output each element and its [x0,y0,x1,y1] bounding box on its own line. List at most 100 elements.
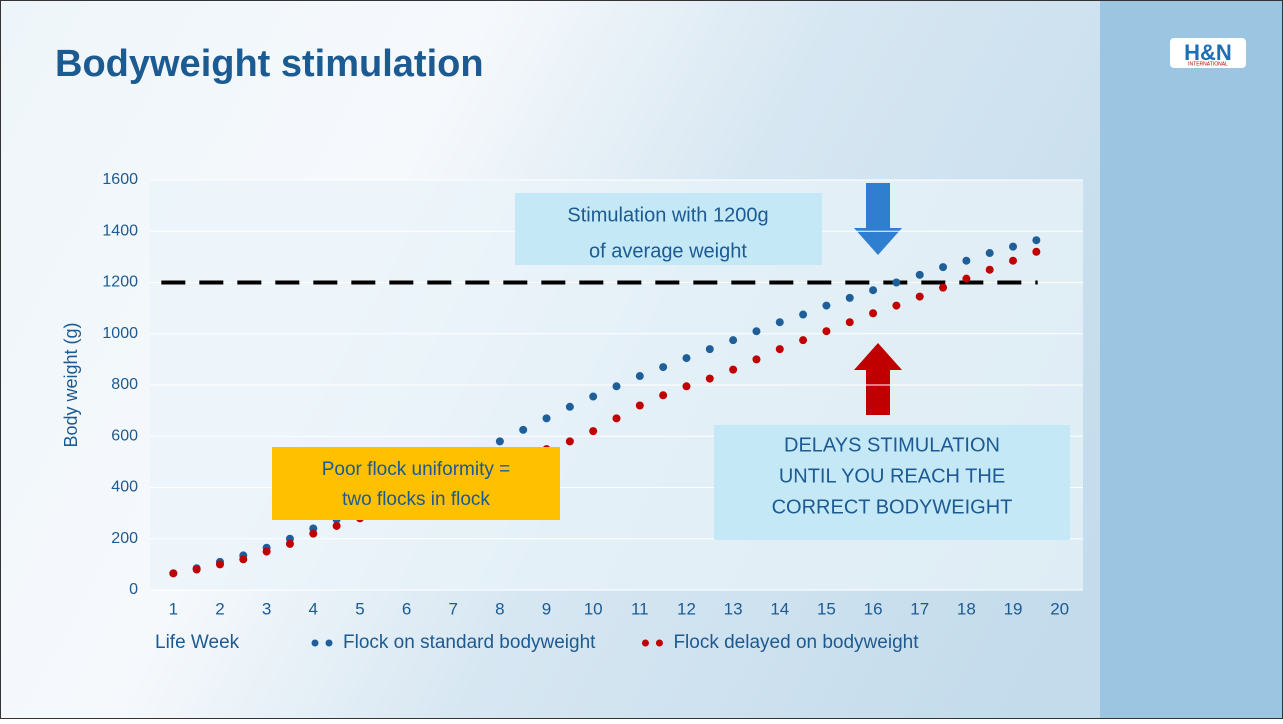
data-point [775,345,784,354]
annotation-box [272,447,560,520]
annotation-box [515,193,822,265]
data-point [1009,242,1018,251]
annotation-text: Stimulation with 1200g [567,204,768,226]
data-point [752,327,761,336]
logo: H&N [1184,40,1232,65]
x-tick-label: 12 [677,599,696,618]
data-point [822,327,831,336]
title: Bodyweight stimulation [55,43,484,85]
x-tick-label: 5 [355,599,364,618]
data-point [705,345,714,354]
y-tick-label: 0 [129,581,138,598]
x-tick-label: 13 [724,599,743,618]
x-tick-label: 11 [631,599,649,618]
data-point [985,249,994,258]
data-point [962,274,971,283]
data-point [752,355,761,364]
data-point [495,437,504,446]
annotation-text: two flocks in flock [342,489,490,510]
data-point [332,521,341,530]
data-point [962,256,971,265]
data-point [915,270,924,279]
data-point [892,278,901,287]
x-tick-label: 2 [215,599,224,618]
data-point [775,318,784,327]
data-point [565,402,574,411]
data-point [985,265,994,274]
data-point [915,292,924,301]
data-point [309,529,318,538]
legend-label: Flock delayed on bodyweight [673,632,919,653]
data-point [682,382,691,391]
data-point [1032,236,1041,245]
data-point [635,372,644,381]
y-tick-label: 600 [111,427,138,444]
legend-label: Flock on standard bodyweight [343,632,596,653]
logo-box [1170,38,1246,68]
side-panel [1100,0,1283,719]
data-point [892,301,901,310]
y-tick-label: 1200 [102,274,138,291]
y-tick-label: 800 [111,376,138,393]
data-point [589,392,598,401]
data-point [285,539,294,548]
y-tick-label: 1600 [102,171,138,188]
x-tick-label: 20 [1050,599,1069,618]
data-point [565,437,574,446]
data-point [612,414,621,423]
x-tick-label: 9 [542,599,551,618]
x-tick-label: 15 [817,599,836,618]
data-point [845,318,854,327]
data-point [729,336,738,345]
legend-marker [325,639,333,647]
arrow-up [854,343,902,415]
data-point [659,363,668,372]
x-tick-label: 6 [402,599,411,618]
legend-marker [641,639,649,647]
x-tick-label: 1 [169,599,178,618]
x-tick-label: 19 [1004,599,1023,618]
data-point [1009,256,1018,265]
data-point [799,310,808,319]
annotation-text: Poor flock uniformity = [322,459,511,480]
x-tick-label: 8 [495,599,504,618]
data-point [589,427,598,436]
data-point [682,354,691,363]
data-point [262,547,271,556]
data-point [192,565,201,574]
data-point [239,555,248,564]
y-tick-label: 1000 [102,325,138,342]
x-tick-label: 14 [770,599,789,618]
x-tick-label: 7 [448,599,457,618]
data-point [215,560,224,569]
data-point [1032,247,1041,256]
legend-marker [311,639,319,647]
x-tick-label: 18 [957,599,976,618]
x-tick-label: 16 [864,599,883,618]
data-point [635,401,644,410]
data-point [542,414,551,423]
data-point [799,336,808,345]
data-point [519,425,528,434]
data-point [869,309,878,318]
x-tick-label: 17 [910,599,929,618]
data-point [705,374,714,383]
data-point [869,286,878,295]
data-point [612,382,621,391]
data-point [845,293,854,302]
data-point [169,569,178,578]
data-point [822,301,831,310]
logo-sub: INTERNATIONAL [1188,61,1228,67]
annotation-box [714,425,1070,540]
arrow-down [854,183,902,255]
data-point [939,283,948,292]
x-tick-label: 10 [584,599,603,618]
data-point [729,365,738,374]
legend-marker [655,639,663,647]
annotation-text: CORRECT BODYWEIGHT [772,496,1013,518]
data-point [659,391,668,400]
y-tick-label: 400 [111,479,138,496]
x-tick-label: 4 [309,599,318,618]
annotation-text: of average weight [589,240,747,262]
